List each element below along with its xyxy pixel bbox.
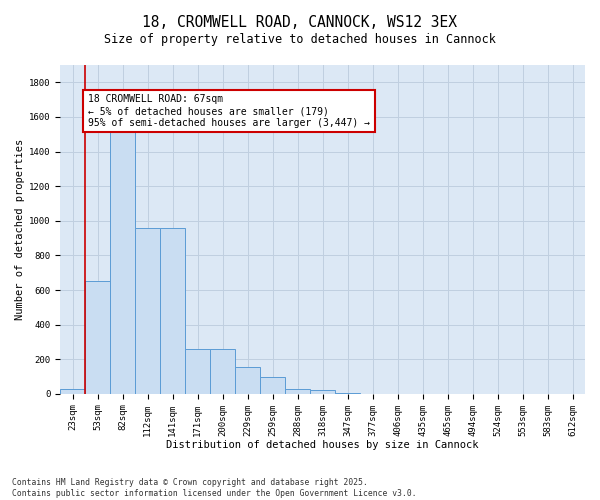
Bar	[160, 228, 185, 394]
Bar	[85, 282, 110, 394]
Text: 18, CROMWELL ROAD, CANNOCK, WS12 3EX: 18, CROMWELL ROAD, CANNOCK, WS12 3EX	[143, 15, 458, 30]
Bar	[185, 349, 210, 394]
Bar	[260, 376, 285, 394]
Bar	[285, 388, 310, 394]
Bar	[210, 349, 235, 394]
Bar	[110, 114, 136, 394]
Text: Size of property relative to detached houses in Cannock: Size of property relative to detached ho…	[104, 32, 496, 46]
Bar	[310, 390, 335, 394]
Text: 18 CROMWELL ROAD: 67sqm
← 5% of detached houses are smaller (179)
95% of semi-de: 18 CROMWELL ROAD: 67sqm ← 5% of detached…	[88, 94, 370, 128]
Bar	[136, 228, 160, 394]
Y-axis label: Number of detached properties: Number of detached properties	[15, 139, 25, 320]
Bar	[61, 388, 85, 394]
Bar	[235, 367, 260, 394]
X-axis label: Distribution of detached houses by size in Cannock: Distribution of detached houses by size …	[166, 440, 479, 450]
Text: Contains HM Land Registry data © Crown copyright and database right 2025.
Contai: Contains HM Land Registry data © Crown c…	[12, 478, 416, 498]
Bar	[335, 393, 360, 394]
